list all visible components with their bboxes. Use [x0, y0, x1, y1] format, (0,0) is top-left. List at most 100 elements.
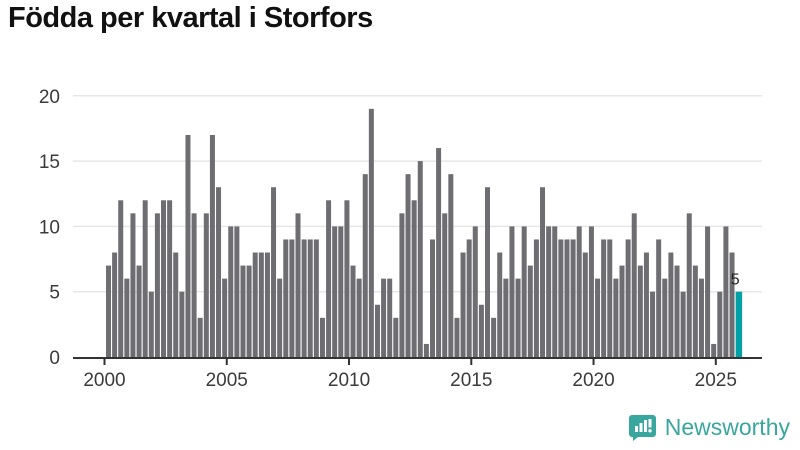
- quarter-bar: [674, 265, 680, 357]
- quarter-bar: [472, 226, 478, 357]
- quarter-bar: [173, 252, 179, 357]
- quarter-bar: [338, 226, 344, 357]
- quarter-bar: [240, 265, 246, 357]
- quarterly-births-bar-chart: 0 5 10 15 20 2000 2005 2010 2015 2020 2025 5: [39, 87, 762, 391]
- quarter-bar: [607, 239, 613, 357]
- quarter-bar: [601, 239, 607, 357]
- quarter-bar: [136, 265, 142, 357]
- quarter-bar: [478, 304, 484, 357]
- quarter-bar: [130, 213, 136, 357]
- quarter-bar: [161, 200, 167, 357]
- quarter-bar: [118, 200, 124, 357]
- y-axis-tick-label: 15: [39, 152, 60, 173]
- quarter-bar: [417, 161, 423, 357]
- quarter-bar: [216, 187, 222, 357]
- quarter-bar: [429, 239, 435, 357]
- quarter-bar: [460, 252, 466, 357]
- quarter-bar: [179, 291, 185, 357]
- quarter-bar: [246, 265, 252, 357]
- quarter-bar: [656, 239, 662, 357]
- quarter-bar: [466, 239, 472, 357]
- quarter-bar: [515, 278, 521, 357]
- quarter-bar: [613, 278, 619, 357]
- quarter-bar: [252, 252, 258, 357]
- quarter-bar: [442, 213, 448, 357]
- quarter-bar: [552, 226, 558, 357]
- quarter-bar: [234, 226, 240, 357]
- quarter-bar: [595, 278, 601, 357]
- quarter-bar: [497, 252, 503, 357]
- quarter-bar: [570, 239, 576, 357]
- quarter-bar: [576, 226, 582, 357]
- y-axis-tick-label: 10: [39, 217, 60, 238]
- quarter-bar: [277, 278, 283, 357]
- quarter-bar: [283, 239, 289, 357]
- newsworthy-logo-icon: [628, 415, 656, 441]
- quarter-bar: [692, 265, 698, 357]
- quarter-bar: [698, 278, 704, 357]
- quarter-bar: [558, 239, 564, 357]
- quarter-bar: [631, 213, 637, 357]
- quarter-bar: [228, 226, 234, 357]
- quarter-bar: [448, 174, 454, 357]
- quarter-bar: [680, 291, 686, 357]
- quarter-bar: [289, 239, 295, 357]
- quarter-bar: [436, 148, 442, 357]
- y-axis-tick-label: 5: [49, 283, 60, 304]
- quarter-bar: [423, 343, 429, 357]
- quarter-bar: [350, 265, 356, 357]
- brand-name: Newsworthy: [664, 414, 790, 440]
- quarter-bar: [588, 226, 594, 357]
- quarter-bar: [582, 252, 588, 357]
- quarter-bar: [705, 226, 711, 357]
- x-axis-tick-label: 2020: [572, 370, 614, 391]
- quarter-bar: [729, 252, 735, 357]
- quarter-bar: [533, 239, 539, 357]
- x-axis-tick-label: 2010: [328, 370, 370, 391]
- x-axis-tick-label: 2015: [450, 370, 492, 391]
- quarter-bar: [222, 278, 228, 357]
- quarter-bar: [112, 252, 118, 357]
- quarter-bar: [381, 278, 387, 357]
- latest-quarter-bar: [735, 291, 743, 357]
- quarter-bar: [686, 213, 692, 357]
- quarter-bar: [191, 213, 197, 357]
- quarter-bar: [271, 187, 277, 357]
- quarter-bar: [625, 239, 631, 357]
- quarter-bar: [258, 252, 264, 357]
- quarter-bar: [326, 200, 332, 357]
- quarter-bar: [295, 213, 301, 357]
- quarter-bar: [405, 174, 411, 357]
- quarter-bar: [301, 239, 307, 357]
- quarter-bar: [668, 252, 674, 357]
- quarter-bar: [717, 291, 723, 357]
- quarter-bar: [540, 187, 546, 357]
- quarter-bar: [209, 134, 215, 357]
- quarter-bar: [313, 239, 319, 357]
- quarter-bar: [454, 317, 460, 357]
- quarter-bar: [356, 278, 362, 357]
- quarter-bar: [503, 278, 509, 357]
- quarter-bar: [387, 278, 393, 357]
- quarter-bar: [319, 317, 325, 357]
- quarter-bar: [411, 200, 417, 357]
- quarter-bar: [185, 134, 191, 357]
- quarter-bar: [154, 213, 160, 357]
- quarter-bar: [167, 200, 173, 357]
- brand-footer: Newsworthy: [628, 413, 790, 442]
- y-axis-tick-label: 20: [39, 87, 60, 108]
- quarter-bar: [124, 278, 130, 357]
- quarter-bar: [362, 174, 368, 357]
- quarter-bar: [637, 265, 643, 357]
- quarter-bar: [197, 317, 203, 357]
- chart-title: Födda per kvartal i Storfors: [8, 2, 373, 34]
- quarter-bar: [344, 200, 350, 357]
- x-axis-tick-label: 2000: [83, 370, 125, 391]
- quarter-bar: [643, 252, 649, 357]
- quarter-bar: [521, 226, 527, 357]
- quarter-bar: [723, 226, 729, 357]
- quarter-bar: [619, 265, 625, 357]
- quarter-bar: [546, 226, 552, 357]
- quarter-bar: [527, 265, 533, 357]
- x-axis-tick-label: 2025: [695, 370, 737, 391]
